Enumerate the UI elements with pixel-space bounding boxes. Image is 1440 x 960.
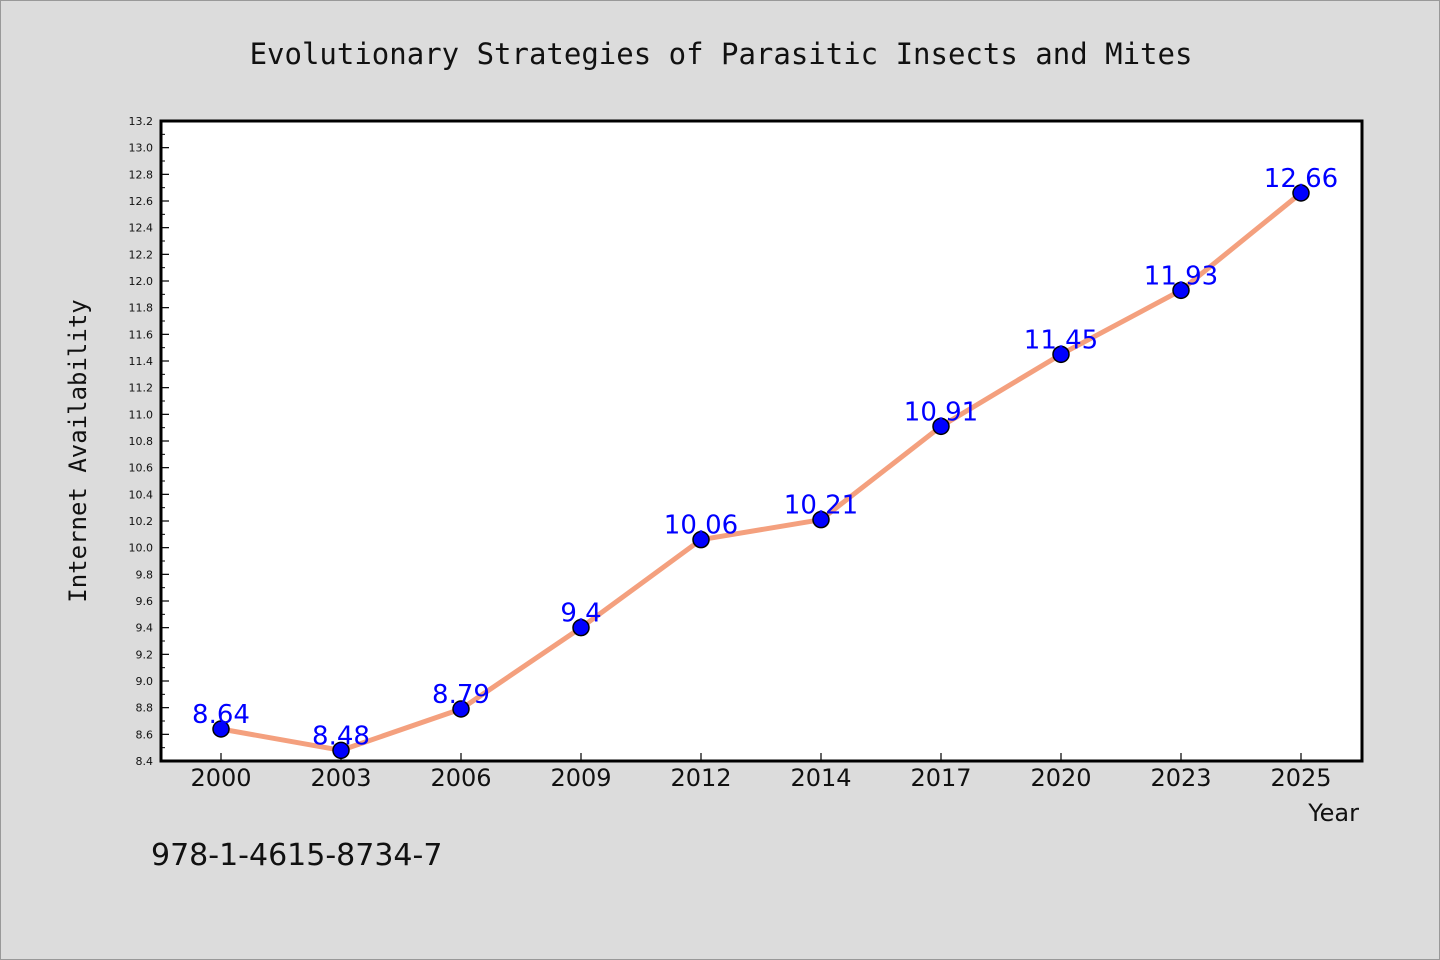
series-line-group xyxy=(218,190,1304,753)
y-tick-label: 10.4 xyxy=(129,488,154,501)
data-point xyxy=(1292,184,1310,202)
data-point xyxy=(212,720,230,738)
x-tick-label: 2017 xyxy=(910,764,971,792)
data-point xyxy=(572,618,590,637)
data-point xyxy=(932,417,950,436)
y-tick-label: 11.0 xyxy=(129,408,154,421)
y-tick-label: 11.2 xyxy=(129,382,154,395)
data-label: 11.93 xyxy=(1144,261,1218,291)
chart-title: Evolutionary Strategies of Parasitic Ins… xyxy=(250,37,1193,71)
x-axis: 2000 2003 2006 2009 2012 2014 2017 2020 2023 2025 xyxy=(190,753,1332,792)
y-tick-label: 10.2 xyxy=(129,515,154,528)
y-tick-label: 11.4 xyxy=(129,355,154,368)
y-tick-label: 11.8 xyxy=(129,302,154,315)
data-labels: 8.64 8.48 8.79 9.4 10.06 10.21 10.91 11.45 11.93… xyxy=(192,164,1338,751)
x-tick-label: 2014 xyxy=(790,764,851,792)
x-tick-label: 2003 xyxy=(310,764,371,792)
x-tick-label: 2012 xyxy=(670,764,731,792)
data-label: 10.91 xyxy=(904,397,978,427)
y-tick-label: 12.8 xyxy=(129,168,154,181)
data-label: 8.79 xyxy=(432,680,490,710)
y-tick-label: 12.4 xyxy=(129,222,154,235)
y-tick-label: 12.0 xyxy=(129,275,154,288)
y-tick-label: 12.6 xyxy=(129,195,154,208)
y-tick-label: 12.2 xyxy=(129,248,154,261)
y-tick-label: 9.6 xyxy=(136,595,154,608)
data-point xyxy=(812,510,830,529)
data-label: 12.66 xyxy=(1264,164,1338,194)
data-label: 8.48 xyxy=(312,721,370,751)
x-tick-label: 2023 xyxy=(1150,764,1211,792)
y-tick-label: 8.8 xyxy=(136,702,154,715)
x-axis-label: Year xyxy=(1307,799,1359,827)
y-tick-label: 8.4 xyxy=(136,755,154,768)
y-tick-label: 13.2 xyxy=(129,115,154,128)
y-tick-label: 9.0 xyxy=(136,675,154,688)
data-label: 10.21 xyxy=(784,491,858,521)
data-point xyxy=(452,700,470,718)
y-tick-label: 9.4 xyxy=(136,622,154,635)
y-tick-label: 10.8 xyxy=(129,435,154,448)
y-axis-label: Internet Availability xyxy=(64,299,92,602)
y-tick-label: 9.8 xyxy=(136,568,154,581)
isbn-text: 978-1-4615-8734-7 xyxy=(151,838,442,873)
y-tick-label: 10.0 xyxy=(129,542,154,555)
y-tick-label: 10.6 xyxy=(129,462,154,475)
series-line xyxy=(218,190,1304,753)
x-tick-label: 2006 xyxy=(430,764,491,792)
y-tick-label: 9.2 xyxy=(136,648,154,661)
data-point xyxy=(692,530,710,549)
x-tick-label: 2025 xyxy=(1270,764,1331,792)
data-point xyxy=(1172,281,1190,300)
plot-area xyxy=(159,119,1364,763)
data-point xyxy=(332,741,350,760)
x-tick-label: 2000 xyxy=(190,764,251,792)
data-point xyxy=(1052,345,1070,364)
y-tick-label: 13.0 xyxy=(129,142,154,155)
data-label: 8.64 xyxy=(192,700,250,730)
data-label: 10.06 xyxy=(664,511,738,541)
data-points xyxy=(212,184,1310,760)
data-label: 11.45 xyxy=(1024,325,1098,355)
x-tick-label: 2009 xyxy=(550,764,611,792)
y-tick-label: 8.6 xyxy=(136,728,154,741)
data-label: 9.4 xyxy=(560,599,601,629)
y-tick-label: 11.6 xyxy=(129,328,154,341)
x-tick-label: 2020 xyxy=(1030,764,1091,792)
y-axis: 8.4 8.6 8.8 9.0 9.2 9.4 9.6 9.8 10.0 10.2 10.4 10.6… xyxy=(129,115,169,768)
